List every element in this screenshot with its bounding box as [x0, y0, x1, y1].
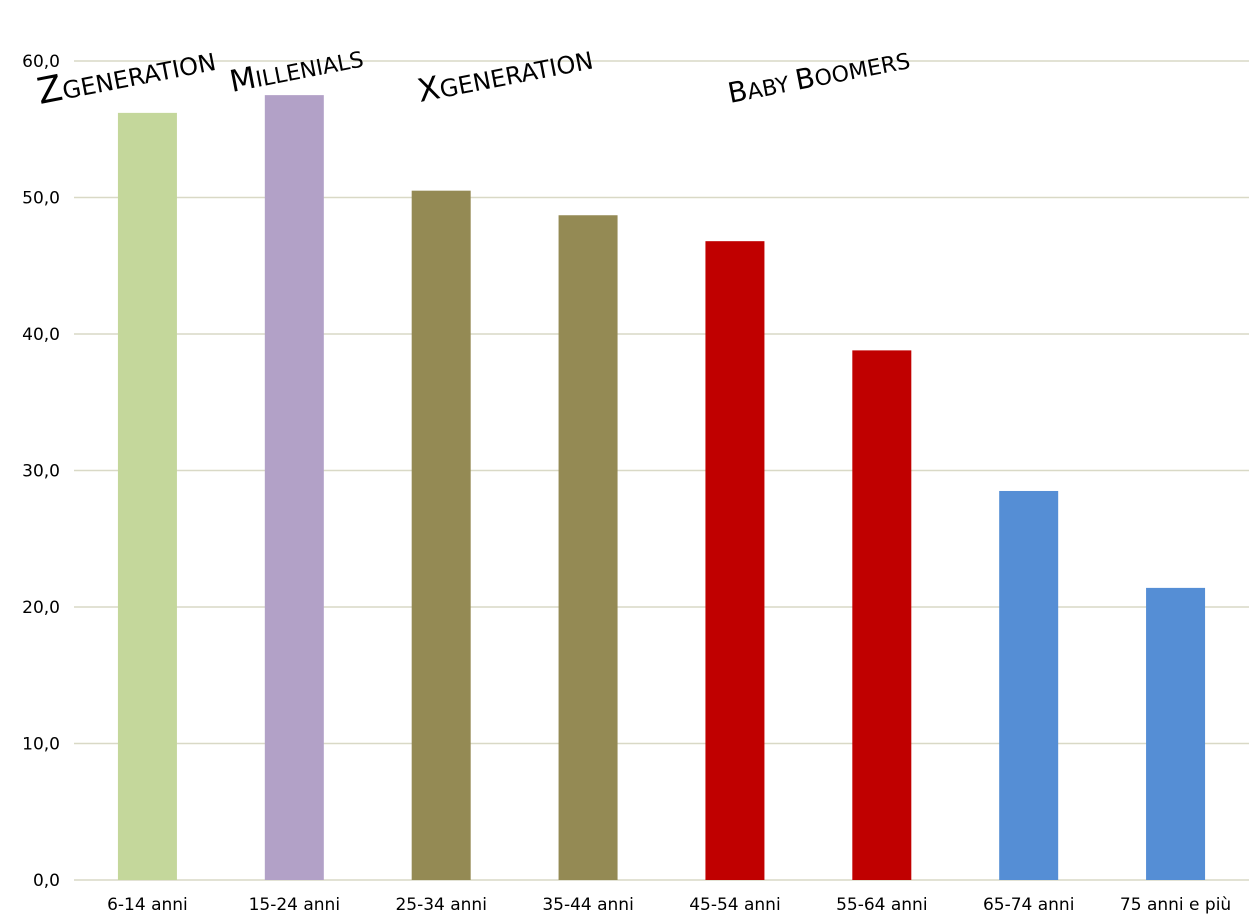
bar — [999, 490, 1059, 880]
bar — [1146, 587, 1206, 880]
bar — [558, 215, 618, 880]
generation-label: MILLENIALS — [227, 40, 366, 100]
y-axis-tick-labels: 0,0 10,0 20,0 30,0 40,0 50,0 60,0 — [22, 52, 60, 891]
generation-label: XGENERATION — [414, 39, 596, 110]
bar — [117, 112, 177, 881]
x-category-label: 55-64 anni — [836, 895, 928, 915]
generation-annotations: ZGENERATION MILLENIALS XGENERATION BABY BOO… — [34, 38, 912, 113]
y-tick-label: 20,0 — [22, 598, 60, 618]
generation-label: ZGENERATION — [34, 38, 219, 113]
x-category-label: 35-44 anni — [542, 895, 634, 915]
x-category-label: 45-54 anni — [689, 895, 781, 915]
bar — [705, 241, 765, 880]
y-tick-label: 30,0 — [22, 462, 60, 482]
bar — [411, 190, 471, 881]
grid-layer — [74, 60, 1249, 881]
x-category-label: 75 anni e più — [1120, 895, 1231, 915]
bar-layer — [117, 95, 1206, 881]
generation-label: BABY BOOMERS — [725, 42, 912, 110]
y-tick-label: 50,0 — [22, 189, 60, 209]
x-category-label: 6-14 anni — [107, 895, 188, 915]
x-category-label: 25-34 anni — [395, 895, 487, 915]
x-axis-category-labels: 6-14 anni 15-24 anni 25-34 anni 35-44 anni 4… — [107, 895, 1231, 915]
bar — [264, 95, 324, 880]
y-tick-label: 40,0 — [22, 325, 60, 345]
x-category-label: 65-74 anni — [983, 895, 1075, 915]
y-tick-label: 10,0 — [22, 735, 60, 755]
y-tick-label: 60,0 — [22, 52, 60, 72]
x-category-label: 15-24 anni — [249, 895, 341, 915]
bar — [852, 350, 912, 880]
y-tick-label: 0,0 — [33, 871, 60, 891]
